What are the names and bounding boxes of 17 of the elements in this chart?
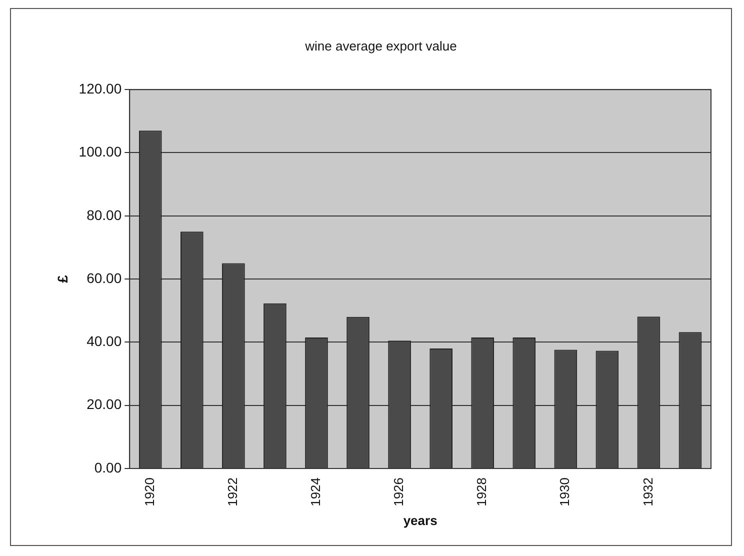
y-axis-title: £ <box>54 274 70 283</box>
x-axis-title: years <box>403 512 438 528</box>
y-tick-label: 80.00 <box>86 206 122 223</box>
x-tick-label: 1924 <box>308 477 324 506</box>
y-tick-label: 60.00 <box>86 270 122 286</box>
x-tick-label: 1932 <box>640 477 656 506</box>
x-tick-label: 1922 <box>225 477 240 506</box>
y-tick-label: 20.00 <box>86 396 122 412</box>
x-tick-label: 1926 <box>391 477 406 506</box>
x-tick-label: 1928 <box>474 477 490 506</box>
y-tick-label: 0.00 <box>94 459 122 476</box>
chart-title: wine average export value <box>304 38 457 54</box>
y-tick-label: 100.00 <box>78 144 122 160</box>
x-tick-label: 1920 <box>142 477 157 506</box>
x-tick-label: 1930 <box>557 477 572 506</box>
y-tick-label: 120.00 <box>78 80 122 96</box>
y-tick-label: 40.00 <box>86 333 122 350</box>
